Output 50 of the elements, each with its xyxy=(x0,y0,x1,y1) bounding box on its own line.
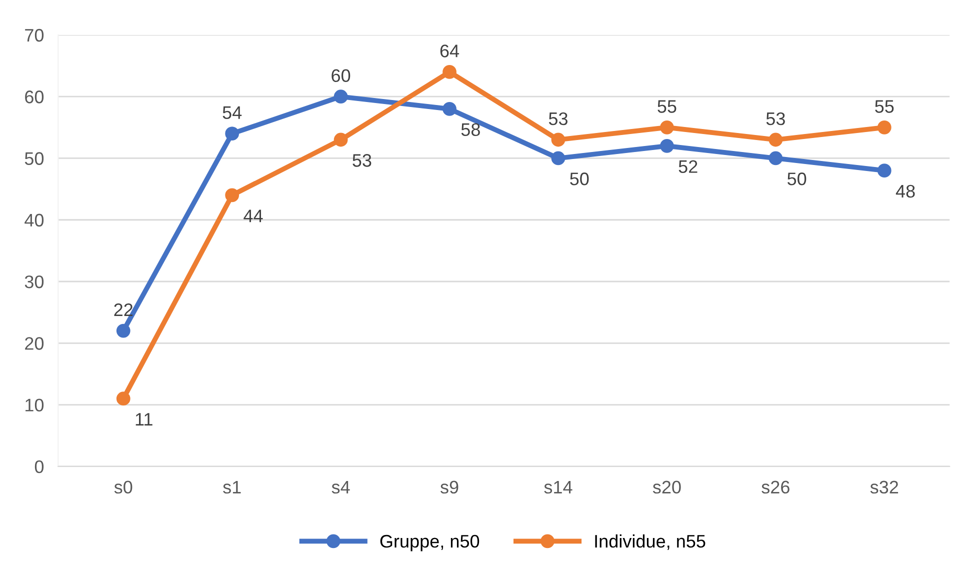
data-label: 22 xyxy=(114,303,133,316)
y-tick-label: 40 xyxy=(24,214,44,227)
y-tick-label: 20 xyxy=(25,337,44,350)
y-tick-label: 10 xyxy=(26,398,44,412)
point xyxy=(877,164,892,178)
point xyxy=(877,120,892,134)
data-label: 55 xyxy=(875,100,894,113)
x-tick-label: s14 xyxy=(544,480,572,494)
x-tick-label: s26 xyxy=(762,480,790,494)
data-label: 48 xyxy=(896,184,915,198)
point xyxy=(334,90,348,104)
point xyxy=(660,138,674,153)
legend-label: Gruppe, n50 xyxy=(380,534,480,552)
point xyxy=(660,120,674,134)
point xyxy=(225,126,240,141)
x-tick-label: s1 xyxy=(223,480,241,494)
point xyxy=(442,102,456,116)
y-tick-label: 50 xyxy=(24,152,44,165)
x-tick-label: s20 xyxy=(652,480,681,494)
data-label: 55 xyxy=(658,100,676,113)
data-label: 53 xyxy=(352,154,372,167)
data-label: 58 xyxy=(461,123,480,136)
point xyxy=(334,132,348,147)
point xyxy=(768,151,783,166)
data-label: 60 xyxy=(332,69,350,82)
x-tick-label: s9 xyxy=(440,480,458,494)
x-tick-label: s4 xyxy=(332,480,350,494)
point xyxy=(768,132,783,147)
data-label: 50 xyxy=(788,172,806,186)
data-label: 54 xyxy=(222,106,242,119)
data-label: 53 xyxy=(766,112,785,126)
point xyxy=(551,151,566,166)
x-tick-label: s32 xyxy=(870,480,898,494)
point xyxy=(225,188,240,202)
point xyxy=(442,65,456,79)
data-label: 50 xyxy=(570,172,589,186)
x-tick-label: s0 xyxy=(114,480,132,494)
data-label: 53 xyxy=(548,112,568,126)
y-tick-label: 0 xyxy=(34,460,44,474)
y-tick-label: 30 xyxy=(24,275,44,288)
y-tick-label: 60 xyxy=(25,90,44,104)
legend-label: Individue, n55 xyxy=(595,534,706,550)
data-label: 52 xyxy=(678,160,698,173)
y-tick-label: 70 xyxy=(25,28,44,42)
point xyxy=(116,324,130,338)
data-label: 44 xyxy=(244,210,263,222)
data-label: 64 xyxy=(440,44,460,58)
point xyxy=(551,132,566,147)
point xyxy=(116,392,130,406)
data-label: 11 xyxy=(136,413,152,426)
